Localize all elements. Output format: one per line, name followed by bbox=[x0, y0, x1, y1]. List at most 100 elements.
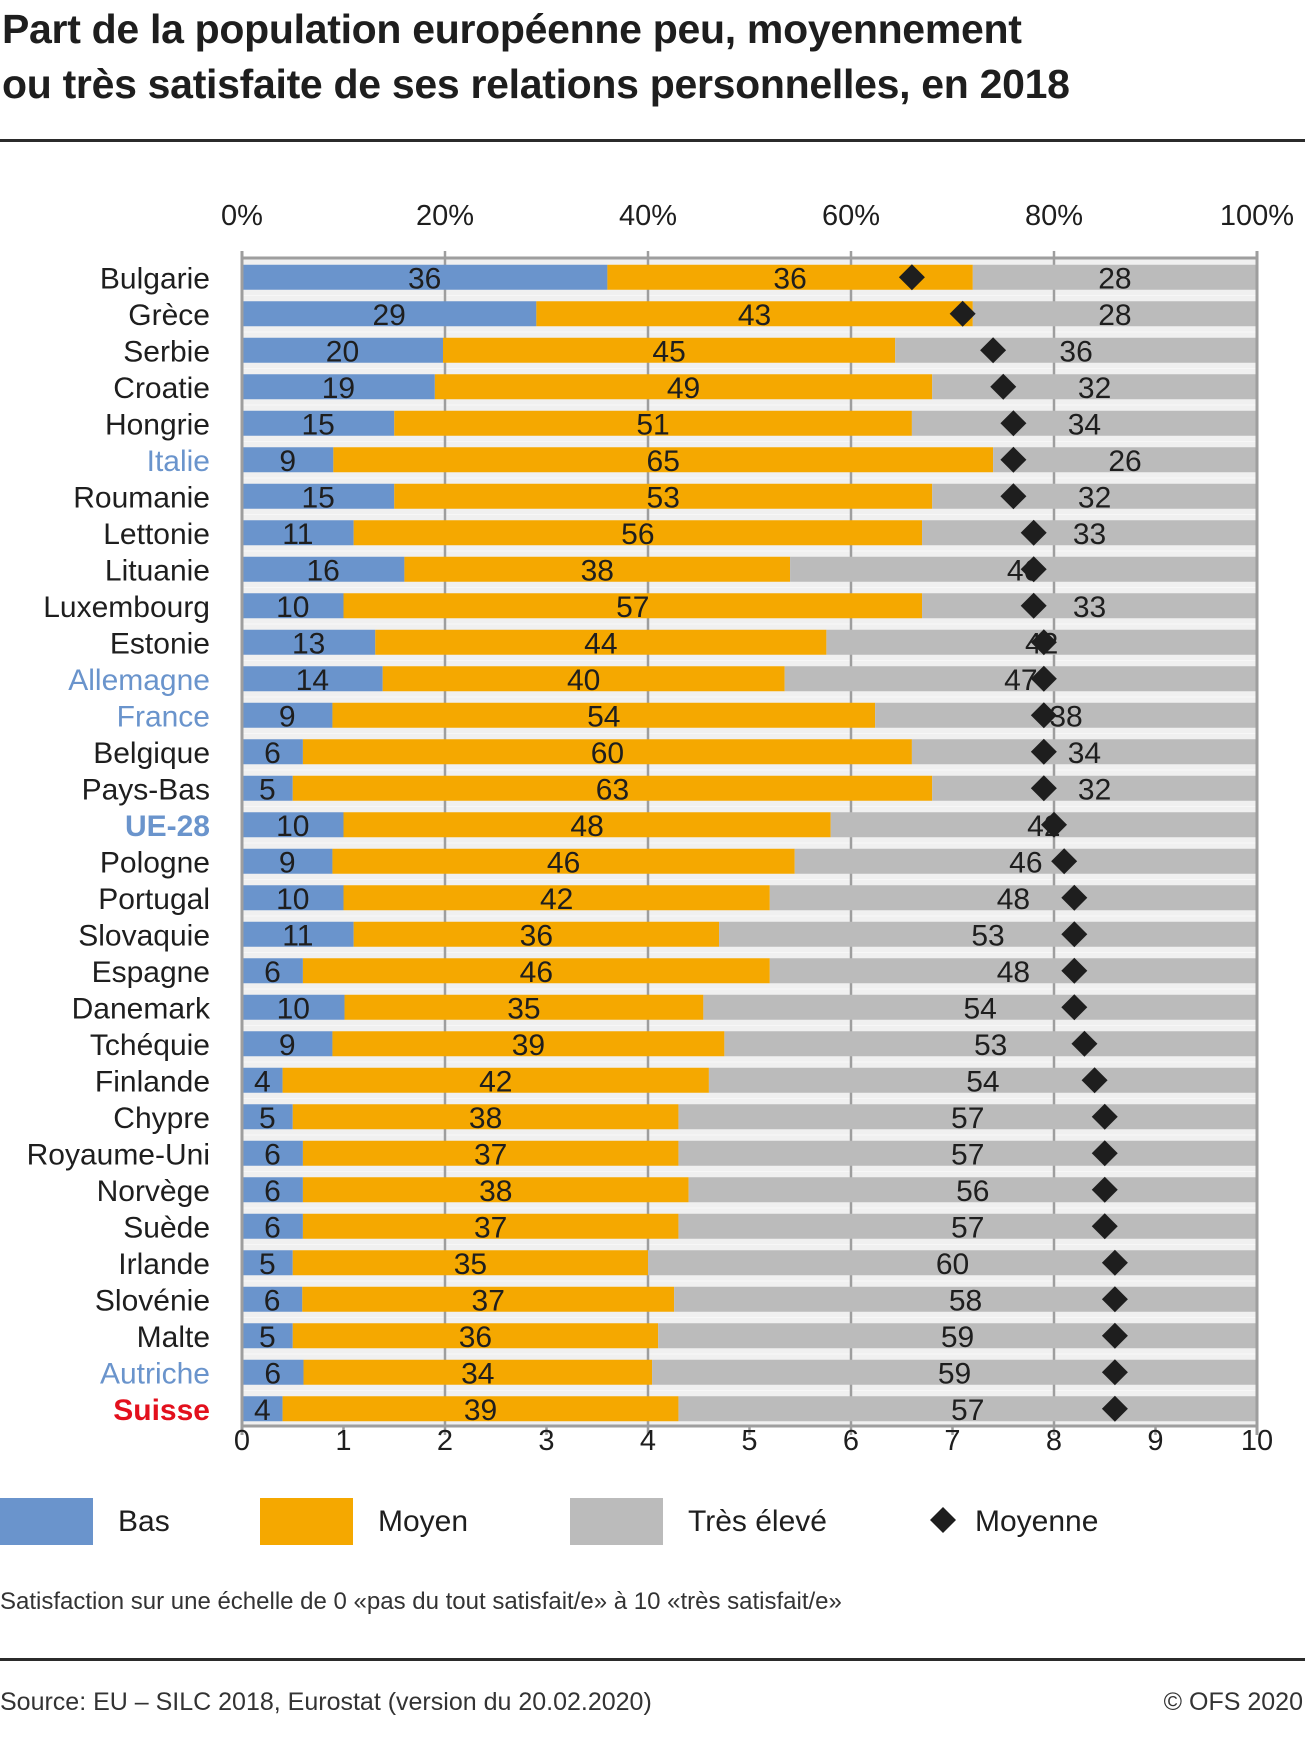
value-label-moyen: 46 bbox=[547, 846, 580, 879]
mean-diamond bbox=[1101, 1249, 1128, 1276]
bar-segment-bas bbox=[242, 1396, 283, 1422]
category-label: Slovénie bbox=[95, 1284, 210, 1317]
value-label-bas: 6 bbox=[264, 1138, 281, 1171]
bar-segment-bas bbox=[242, 1213, 303, 1239]
value-label-moyen: 35 bbox=[507, 992, 540, 1025]
bar-segment-tres_eleve bbox=[678, 1140, 1257, 1166]
value-label-moyen: 42 bbox=[540, 883, 573, 916]
value-label-bas: 4 bbox=[254, 1394, 271, 1427]
footer-divider bbox=[0, 1658, 1305, 1661]
mean-diamond bbox=[1020, 556, 1047, 583]
legend-swatch-moyen bbox=[260, 1498, 353, 1545]
bar-segment-bas bbox=[242, 848, 333, 874]
mean-diamond bbox=[1061, 957, 1088, 984]
value-label-bas: 6 bbox=[264, 956, 281, 989]
bar-segment-tres_eleve bbox=[932, 483, 1257, 509]
top-axis-tick-label: 100% bbox=[1220, 200, 1294, 232]
scale-note: Satisfaction sur une échelle de 0 «pas d… bbox=[0, 1588, 842, 1615]
value-label-moyen: 45 bbox=[652, 335, 685, 368]
category-label: France bbox=[117, 700, 210, 733]
bar-segment-tres_eleve bbox=[784, 666, 1257, 692]
value-label-tres_eleve: 53 bbox=[974, 1029, 1007, 1062]
value-label-bas: 5 bbox=[259, 1321, 276, 1354]
bar-segment-bas bbox=[242, 520, 354, 546]
legend-label-moyenne: Moyenne bbox=[975, 1505, 1098, 1538]
mean-diamond bbox=[1030, 775, 1057, 802]
category-label: Lettonie bbox=[103, 518, 210, 551]
bottom-axis-tick-label: 2 bbox=[437, 1425, 453, 1457]
bar-segment-bas bbox=[242, 1323, 293, 1349]
mean-diamond bbox=[1030, 738, 1057, 765]
value-label-tres_eleve: 53 bbox=[971, 919, 1004, 952]
category-label: Estonie bbox=[110, 627, 210, 660]
top-axis-tick-label: 0% bbox=[221, 200, 263, 232]
value-label-bas: 10 bbox=[276, 883, 309, 916]
bar-segment-moyen bbox=[343, 812, 831, 838]
category-label: Lituanie bbox=[105, 554, 210, 587]
bar-segment-tres_eleve bbox=[932, 775, 1257, 801]
bar-segment-tres_eleve bbox=[703, 994, 1257, 1020]
value-label-bas: 11 bbox=[282, 518, 313, 551]
bar-segment-moyen bbox=[302, 739, 912, 765]
bar-segment-bas bbox=[242, 958, 303, 984]
mean-diamond bbox=[898, 264, 925, 291]
mean-diamond bbox=[1101, 1395, 1128, 1422]
bar-segment-moyen bbox=[292, 775, 933, 801]
mean-diamond bbox=[1030, 665, 1057, 692]
category-label: Portugal bbox=[98, 883, 210, 916]
value-label-bas: 9 bbox=[279, 700, 296, 733]
bottom-axis-tick-label: 7 bbox=[944, 1425, 960, 1457]
bar-segment-tres_eleve bbox=[769, 885, 1257, 911]
value-label-tres_eleve: 59 bbox=[938, 1357, 971, 1390]
value-label-bas: 5 bbox=[259, 773, 276, 806]
value-label-tres_eleve: 47 bbox=[1004, 664, 1037, 697]
bar-segment-tres_eleve bbox=[678, 1396, 1257, 1422]
bar-segment-bas bbox=[242, 593, 344, 619]
value-label-bas: 6 bbox=[264, 1211, 281, 1244]
category-label: Espagne bbox=[92, 956, 210, 989]
value-label-moyen: 39 bbox=[512, 1029, 545, 1062]
category-label: Irlande bbox=[118, 1248, 210, 1281]
value-label-tres_eleve: 58 bbox=[949, 1284, 982, 1317]
value-label-tres_eleve: 48 bbox=[997, 883, 1030, 916]
bar-segment-moyen bbox=[292, 1104, 679, 1130]
category-label: Serbie bbox=[123, 335, 210, 368]
source-text: Source: EU – SILC 2018, Eurostat (versio… bbox=[0, 1688, 652, 1716]
bar-segment-moyen bbox=[333, 447, 994, 473]
bar-segment-tres_eleve bbox=[972, 264, 1257, 290]
bar-segment-bas bbox=[242, 410, 395, 436]
category-label: Belgique bbox=[93, 737, 210, 770]
value-label-bas: 10 bbox=[277, 992, 310, 1025]
mean-diamond bbox=[1020, 519, 1047, 546]
legend-label-bas: Bas bbox=[118, 1505, 170, 1538]
value-label-moyen: 38 bbox=[469, 1102, 502, 1135]
category-label: Chypre bbox=[113, 1102, 210, 1135]
bar-segment-bas bbox=[242, 702, 333, 728]
bar-segment-tres_eleve bbox=[648, 1250, 1257, 1276]
value-label-moyen: 53 bbox=[647, 481, 680, 514]
mean-diamond bbox=[1091, 1103, 1118, 1130]
bar-segment-moyen bbox=[303, 1359, 653, 1385]
bar-segment-tres_eleve bbox=[794, 848, 1257, 874]
value-label-moyen: 36 bbox=[773, 262, 806, 295]
bar-segment-moyen bbox=[375, 629, 827, 655]
legend-swatch-tres_eleve bbox=[570, 1498, 663, 1545]
bar-segment-moyen bbox=[302, 1213, 679, 1239]
bar-segment-moyen bbox=[302, 1177, 689, 1203]
value-label-moyen: 57 bbox=[616, 591, 649, 624]
mean-diamond bbox=[1101, 1322, 1128, 1349]
mean-diamond bbox=[980, 337, 1007, 364]
value-label-bas: 36 bbox=[408, 262, 441, 295]
value-label-bas: 15 bbox=[301, 408, 334, 441]
value-label-moyen: 49 bbox=[667, 372, 700, 405]
category-label: Roumanie bbox=[73, 481, 210, 514]
legend-label-tres_eleve: Très élevé bbox=[688, 1505, 827, 1538]
value-label-tres_eleve: 57 bbox=[951, 1394, 984, 1427]
bar-segment-bas bbox=[242, 629, 376, 655]
mean-diamond bbox=[1061, 921, 1088, 948]
category-label: Croatie bbox=[113, 372, 210, 405]
bar-segment-bas bbox=[242, 775, 293, 801]
category-label: Autriche bbox=[100, 1357, 210, 1390]
mean-diamond bbox=[1061, 884, 1088, 911]
bar-segment-bas bbox=[242, 1104, 293, 1130]
